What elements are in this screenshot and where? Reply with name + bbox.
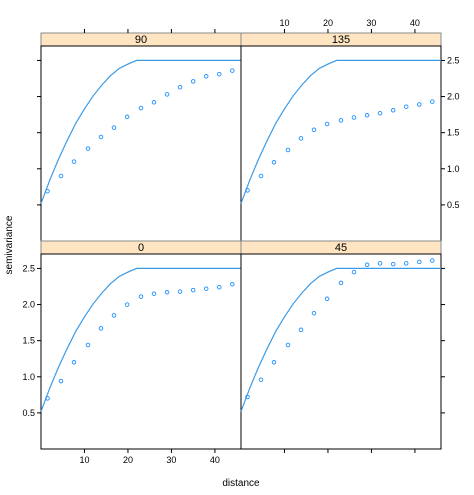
panel-90: 90 bbox=[37, 29, 242, 242]
y-tick-label: 1.5 bbox=[22, 336, 35, 346]
data-point bbox=[324, 121, 330, 127]
data-point bbox=[124, 114, 130, 120]
data-point bbox=[258, 173, 264, 179]
panel-strip-label: 135 bbox=[332, 34, 350, 46]
data-point bbox=[164, 290, 170, 295]
data-point bbox=[271, 360, 277, 365]
model-curve bbox=[240, 267, 441, 412]
panel-frame bbox=[240, 45, 442, 242]
panel-135: 135 0.5 1.0 1.5 2.0 2.5 10 20 30 40 bbox=[240, 18, 460, 242]
x-tick-label: 40 bbox=[410, 18, 420, 28]
y-tick-label: 2.5 bbox=[22, 263, 35, 273]
y-tick-label: 2.0 bbox=[22, 300, 35, 310]
x-tick-label: 30 bbox=[166, 455, 176, 465]
panel-45: 45 bbox=[240, 240, 445, 453]
data-point bbox=[298, 136, 304, 141]
data-point bbox=[111, 125, 117, 130]
data-point bbox=[71, 360, 77, 365]
data-point bbox=[403, 261, 409, 266]
data-point bbox=[190, 287, 196, 293]
data-point bbox=[177, 289, 183, 294]
data-point bbox=[151, 100, 157, 105]
panel-strip-label: 90 bbox=[135, 34, 147, 46]
data-point bbox=[203, 74, 209, 79]
data-point bbox=[324, 296, 330, 302]
panels-layer: 90 135 0.5 1.0 1.5 2.0 2.5 10 20 30 40 0 0.5 1.0 1.5 2.… bbox=[22, 18, 459, 465]
data-point bbox=[217, 71, 222, 77]
data-point bbox=[298, 327, 304, 333]
panel-strip-label: 45 bbox=[335, 242, 347, 254]
data-point bbox=[177, 84, 183, 90]
panel-frame bbox=[40, 253, 242, 450]
data-point bbox=[71, 159, 77, 164]
data-point bbox=[45, 188, 50, 194]
x-tick-label: 20 bbox=[323, 18, 333, 28]
y-tick-label: 1.5 bbox=[447, 128, 460, 138]
data-point bbox=[285, 342, 291, 348]
x-tick-label: 20 bbox=[123, 455, 133, 465]
data-point bbox=[230, 282, 235, 287]
data-point bbox=[111, 313, 117, 318]
data-point bbox=[430, 258, 435, 263]
panel-frame bbox=[240, 253, 442, 450]
data-point bbox=[98, 134, 104, 140]
data-point bbox=[58, 173, 64, 179]
model-curve bbox=[40, 59, 241, 204]
data-point bbox=[390, 261, 396, 267]
model-curve bbox=[40, 267, 241, 412]
y-axis-label: semivariance bbox=[4, 215, 15, 274]
data-point bbox=[124, 302, 130, 307]
data-point bbox=[138, 294, 144, 299]
data-point bbox=[311, 310, 317, 316]
data-point bbox=[190, 79, 196, 84]
data-point bbox=[377, 110, 383, 116]
data-point bbox=[230, 68, 235, 73]
data-point bbox=[45, 396, 50, 401]
y-tick-label: 0.5 bbox=[447, 200, 460, 210]
x-tick-label: 10 bbox=[279, 18, 289, 28]
y-tick-label: 0.5 bbox=[22, 408, 35, 418]
data-point bbox=[245, 394, 250, 400]
data-point bbox=[351, 115, 357, 120]
data-point bbox=[338, 280, 344, 286]
model-curve bbox=[240, 59, 441, 204]
data-point bbox=[271, 160, 277, 165]
data-point bbox=[258, 377, 264, 382]
data-point bbox=[138, 105, 144, 111]
data-point bbox=[377, 261, 383, 266]
data-point bbox=[285, 147, 291, 153]
data-point bbox=[417, 102, 422, 107]
data-point bbox=[390, 108, 396, 113]
x-tick-label: 40 bbox=[210, 455, 220, 465]
data-point bbox=[417, 259, 422, 265]
data-point bbox=[430, 99, 435, 104]
data-point bbox=[98, 326, 104, 331]
data-point bbox=[351, 269, 357, 275]
data-point bbox=[403, 104, 409, 109]
x-axis-label: distance bbox=[222, 478, 260, 489]
data-point bbox=[217, 284, 222, 290]
data-point bbox=[338, 118, 344, 123]
data-point bbox=[364, 262, 370, 268]
panel-strip-label: 0 bbox=[138, 242, 144, 254]
data-point bbox=[311, 127, 317, 133]
y-tick-label: 2.0 bbox=[447, 92, 460, 102]
data-point bbox=[151, 291, 157, 296]
y-tick-label: 1.0 bbox=[22, 372, 35, 382]
data-point bbox=[85, 342, 91, 348]
panel-0: 0 0.5 1.0 1.5 2.0 2.5 10 20 30 40 bbox=[22, 240, 242, 465]
x-tick-label: 10 bbox=[79, 455, 89, 465]
data-point bbox=[58, 378, 64, 384]
data-point bbox=[245, 188, 250, 193]
y-tick-label: 1.0 bbox=[447, 164, 460, 174]
data-point bbox=[203, 286, 209, 291]
data-point bbox=[364, 113, 370, 118]
data-point bbox=[164, 92, 170, 97]
y-tick-label: 2.5 bbox=[447, 55, 460, 65]
x-tick-label: 30 bbox=[366, 18, 376, 28]
panel-frame bbox=[40, 45, 242, 242]
data-point bbox=[85, 146, 91, 151]
